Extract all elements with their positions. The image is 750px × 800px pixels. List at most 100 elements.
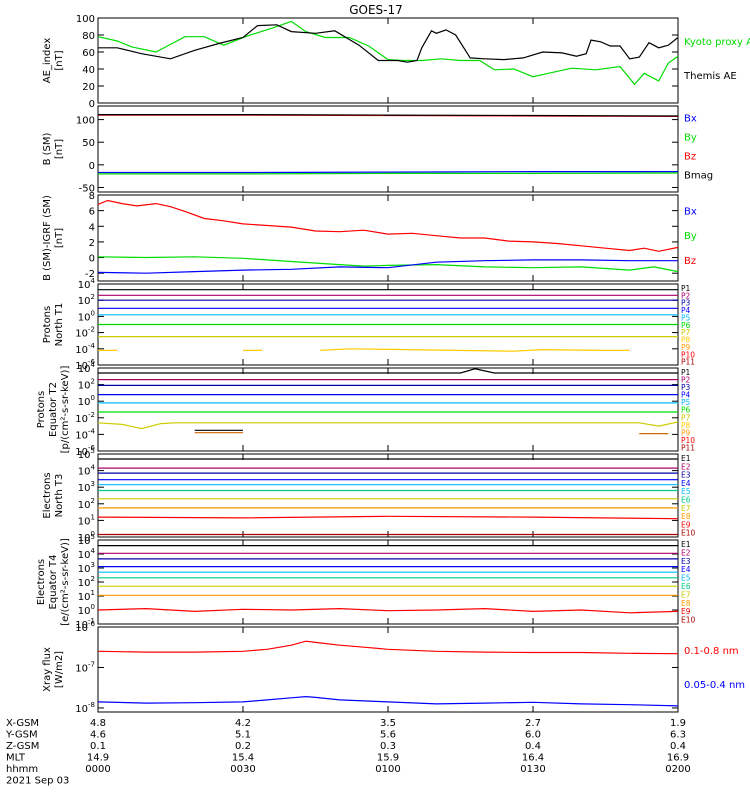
legend-item-0-05-0-4-nm: 0.05-0.4 nm bbox=[684, 680, 745, 691]
legend: Bx By Bz bbox=[684, 207, 697, 267]
footer-value: 16.9 bbox=[667, 753, 689, 764]
y-axis-label: B (SM)-IGRF (SM) [nT] bbox=[42, 195, 65, 281]
y-tick-label: 105 bbox=[78, 533, 95, 547]
y-tick-label: 60 bbox=[82, 48, 95, 59]
series-0-1-0-8-nm bbox=[97, 640, 679, 655]
y-axis-label-line: Electrons bbox=[36, 559, 47, 605]
y-axis-label: B (SM) [nT] bbox=[42, 132, 65, 165]
legend-item-p6: P6 bbox=[681, 406, 691, 415]
legend-item-p3: P3 bbox=[681, 299, 691, 308]
y-tick-label: 104 bbox=[78, 547, 96, 561]
legend-item-e1: E1 bbox=[681, 454, 691, 463]
legend-item-e7: E7 bbox=[681, 504, 691, 513]
footer-row-label: X-GSM bbox=[6, 718, 39, 729]
y-axis-label-line: Xray flux bbox=[42, 647, 53, 692]
y-axis-label-line: Equator T4 bbox=[48, 555, 59, 610]
y-tick-label: 8 bbox=[89, 191, 95, 202]
panel-8: 10-8 10-7 10-6 Xray flux [W/m2] 0.1-0.8 nm 0.0… bbox=[42, 620, 745, 715]
y-tick-label: 100 bbox=[78, 603, 95, 617]
footer-value: 2.7 bbox=[525, 718, 541, 729]
y-tick-label: 0 bbox=[89, 161, 95, 172]
panel-frame bbox=[97, 453, 679, 538]
legend-item-p7: P7 bbox=[681, 413, 691, 422]
legend-item-0-1-0-8-nm: 0.1-0.8 nm bbox=[684, 646, 739, 657]
legend-item-e7: E7 bbox=[681, 590, 691, 599]
series-by bbox=[98, 172, 679, 175]
legend-item-bx: Bx bbox=[684, 207, 697, 218]
footer-value: 0.2 bbox=[235, 741, 251, 752]
panel-1: 0 20 40 60 80 100 AE_index[nT] Kyoto proxy AE Th… bbox=[42, 14, 750, 110]
footer-value: 15.9 bbox=[377, 753, 399, 764]
series-bx bbox=[98, 171, 678, 174]
y-tick-label: 103 bbox=[78, 561, 95, 575]
footer-value: 0130 bbox=[520, 764, 545, 775]
footer-value: 0.4 bbox=[670, 741, 686, 752]
footer-row-label: Z-GSM bbox=[6, 741, 39, 752]
y-axis-label-line: North T3 bbox=[54, 474, 65, 518]
panel-frame bbox=[97, 626, 679, 713]
y-tick-label: 6 bbox=[89, 207, 95, 218]
legend-item-themis-ae: Themis AE bbox=[683, 71, 737, 82]
series-p7 bbox=[97, 421, 679, 430]
legend-item-e8: E8 bbox=[681, 599, 691, 608]
y-tick-label: 10-4 bbox=[75, 427, 95, 441]
series-0-05-0-4-nm bbox=[97, 695, 679, 707]
y-axis-label: Electrons Equator T4 [e/(cm²-s-sr-keV)] bbox=[36, 538, 71, 626]
legend-item-bz: Bz bbox=[684, 256, 696, 267]
panel-5: 10-6 10-4 10-2 100 102 104 Protons Equator T2 [p… bbox=[36, 361, 695, 458]
footer-value: 5.1 bbox=[235, 730, 251, 741]
y-tick-label: 103 bbox=[78, 480, 95, 494]
footer-row-label: hhmm bbox=[6, 764, 38, 775]
y-tick-label: 20 bbox=[82, 82, 95, 93]
legend-item-p11: P11 bbox=[681, 358, 695, 367]
legend-item-e4: E4 bbox=[681, 565, 691, 574]
y-tick-label: 102 bbox=[78, 497, 95, 511]
y-tick-label: 0 bbox=[89, 254, 95, 265]
legend-item-p8: P8 bbox=[681, 336, 691, 345]
legend-item-e8: E8 bbox=[681, 512, 691, 521]
time-axis-footer: X-GSM 4.8 4.2 3.5 2.7 1.9 Y-GSM 4.6 5.1 5.6 6.0 6.3… bbox=[5, 718, 691, 787]
legend-item-e10: E10 bbox=[681, 616, 696, 625]
y-tick-label: 100 bbox=[78, 530, 95, 544]
y-axis-label-line: B (SM)-IGRF (SM) bbox=[42, 195, 53, 281]
y-tick-label: -2 bbox=[85, 269, 95, 280]
footer-value: 0200 bbox=[665, 764, 690, 775]
y-tick-label: 50 bbox=[82, 138, 95, 149]
panel-frame bbox=[97, 367, 679, 452]
series-bz bbox=[97, 199, 679, 252]
y-tick-label: 100 bbox=[78, 394, 95, 408]
series-p9 bbox=[194, 432, 669, 435]
y-tick-label: 102 bbox=[78, 378, 95, 392]
y-axis-label: Protons Equator T2 [p/(cm²-s-sr-keV)] bbox=[36, 366, 71, 454]
y-tick-label: 102 bbox=[78, 575, 95, 589]
y-tick-label: 10-8 bbox=[75, 701, 95, 715]
y-tick-label: 10-4 bbox=[75, 342, 95, 356]
series-bmag bbox=[98, 114, 679, 117]
y-tick-label: 10-6 bbox=[75, 358, 95, 372]
series-e9 bbox=[97, 515, 679, 520]
footer-value: 1.9 bbox=[670, 718, 686, 729]
legend: 0.1-0.8 nm 0.05-0.4 nm bbox=[684, 646, 745, 691]
footer-value: 0000 bbox=[85, 764, 110, 775]
footer-value: 6.0 bbox=[525, 730, 541, 741]
y-axis-label-line: [nT] bbox=[54, 139, 65, 159]
legend-item-e2: E2 bbox=[681, 462, 691, 471]
footer-value: 15.4 bbox=[232, 753, 254, 764]
y-axis-label-line: Protons bbox=[36, 391, 47, 428]
panel-4: 10-6 10-4 10-2 100 102 104 Protons North T1 P1P2… bbox=[42, 277, 695, 372]
footer-value: 3.5 bbox=[380, 718, 396, 729]
legend-item-e6: E6 bbox=[681, 582, 691, 591]
y-tick-label: 104 bbox=[78, 464, 96, 478]
legend-item-p3: P3 bbox=[681, 383, 691, 392]
legend-item-p4: P4 bbox=[681, 391, 691, 400]
footer-row-label: Y-GSM bbox=[5, 730, 38, 741]
date-label: 2021 Sep 03 bbox=[6, 776, 69, 787]
legend-item-p9: P9 bbox=[681, 343, 691, 352]
y-tick-label: 104 bbox=[78, 361, 96, 375]
series-p8 bbox=[98, 348, 630, 352]
legend-item-p10: P10 bbox=[681, 350, 695, 359]
legend-item-e10: E10 bbox=[681, 529, 696, 538]
